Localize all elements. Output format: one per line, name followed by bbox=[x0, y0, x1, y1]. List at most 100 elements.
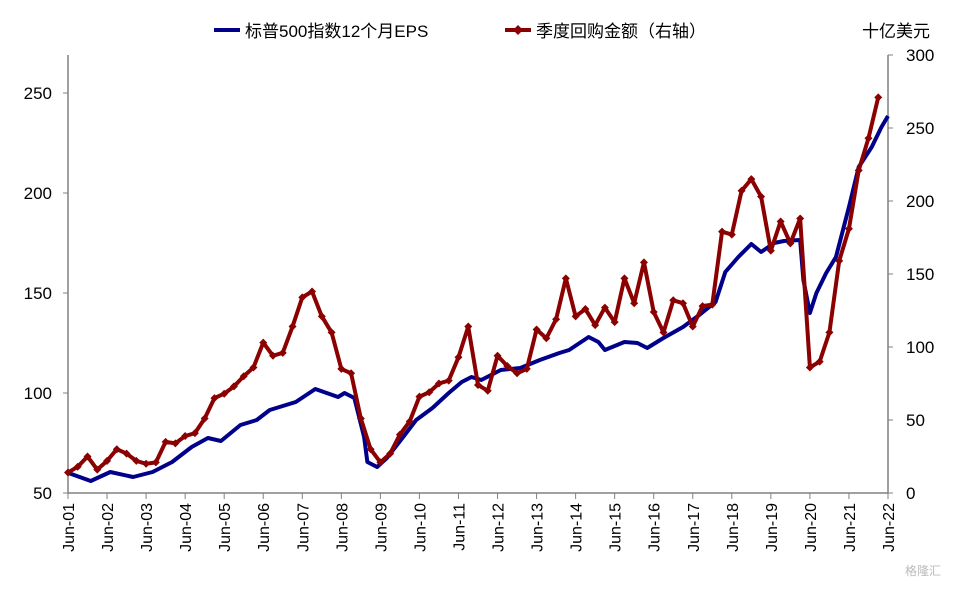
buyback-marker bbox=[493, 351, 502, 360]
buyback-marker bbox=[825, 328, 834, 337]
buyback-marker bbox=[386, 449, 395, 458]
eps-line bbox=[67, 114, 890, 483]
buyback-marker bbox=[542, 334, 551, 343]
buyback-marker bbox=[474, 380, 482, 389]
buyback-marker bbox=[669, 296, 678, 305]
right-tick-label: 150 bbox=[906, 265, 934, 284]
buyback-marker bbox=[200, 414, 209, 423]
x-tick-label: Jun-08 bbox=[334, 503, 351, 552]
buyback-marker bbox=[483, 386, 492, 395]
right-tick-label: 200 bbox=[906, 192, 934, 211]
buyback-marker bbox=[229, 382, 238, 391]
buyback-marker bbox=[269, 351, 277, 360]
buyback-marker bbox=[766, 246, 775, 255]
buyback-marker bbox=[112, 445, 121, 454]
buyback-marker bbox=[727, 230, 736, 239]
right-axis-unit: 十亿美元 bbox=[862, 22, 930, 41]
buyback-marker bbox=[425, 388, 434, 397]
buyback-marker bbox=[561, 274, 570, 283]
buyback-marker bbox=[874, 93, 883, 102]
buyback-marker bbox=[610, 318, 619, 327]
left-tick-label: 50 bbox=[33, 484, 52, 503]
left-tick-label: 200 bbox=[24, 184, 52, 203]
x-tick-label: Jun-16 bbox=[647, 503, 664, 552]
x-tick-label: Jun-02 bbox=[100, 503, 117, 552]
buyback-marker bbox=[298, 293, 307, 302]
x-tick-label: Jun-04 bbox=[178, 503, 195, 552]
buyback-marker bbox=[347, 369, 356, 378]
x-tick-label: Jun-03 bbox=[139, 503, 156, 552]
buyback-marker bbox=[259, 338, 268, 347]
buyback-marker bbox=[581, 305, 590, 314]
buyback-marker bbox=[815, 357, 824, 366]
left-tick-label: 150 bbox=[24, 284, 52, 303]
x-tick-label: Jun-18 bbox=[725, 503, 742, 552]
buyback-marker bbox=[786, 239, 795, 248]
buyback-marker bbox=[337, 364, 346, 373]
buyback-marker bbox=[503, 361, 512, 370]
buyback-marker bbox=[151, 458, 160, 467]
buyback-marker bbox=[288, 322, 297, 331]
legend: 标普500指数12个月EPS 季度回购金额（右轴） bbox=[214, 22, 706, 41]
buyback-marker bbox=[854, 166, 863, 175]
buyback-marker bbox=[591, 321, 600, 330]
right-tick-label: 50 bbox=[906, 411, 925, 430]
buyback-marker bbox=[718, 227, 727, 236]
buyback-marker bbox=[327, 328, 336, 337]
buyback-marker bbox=[464, 322, 473, 331]
buyback-line bbox=[66, 96, 881, 475]
series bbox=[64, 93, 890, 483]
buyback-marker bbox=[649, 307, 658, 316]
x-tick-label: Jun-01 bbox=[61, 503, 78, 552]
buyback-marker bbox=[776, 217, 785, 226]
x-tick-label: Jun-15 bbox=[608, 503, 625, 552]
buyback-marker bbox=[122, 449, 131, 458]
buyback-marker bbox=[600, 303, 609, 312]
buyback-marker bbox=[679, 299, 687, 308]
buyback-marker bbox=[844, 224, 853, 233]
buyback-marker bbox=[132, 456, 141, 465]
legend-buyback-marker bbox=[513, 25, 523, 35]
left-tick-label: 250 bbox=[24, 84, 52, 103]
buyback-marker bbox=[835, 256, 844, 265]
buyback-marker bbox=[747, 175, 756, 184]
buyback-marker bbox=[513, 369, 522, 378]
buyback-marker bbox=[552, 315, 561, 324]
buyback-marker bbox=[571, 312, 580, 321]
buyback-marker bbox=[395, 430, 404, 439]
right-tick-label: 300 bbox=[906, 46, 934, 65]
right-tick-label: 0 bbox=[906, 484, 915, 503]
x-tick-label: Jun-10 bbox=[412, 503, 429, 552]
buyback-marker bbox=[220, 389, 229, 398]
legend-buyback-label: 季度回购金额（右轴） bbox=[536, 22, 706, 41]
buyback-marker bbox=[249, 363, 258, 372]
right-tick-label: 100 bbox=[906, 338, 934, 357]
x-tick-label: Jun-07 bbox=[295, 503, 312, 552]
x-tick-label: Jun-05 bbox=[217, 503, 234, 552]
buyback-marker bbox=[73, 462, 82, 471]
x-tick-label: Jun-06 bbox=[256, 503, 273, 552]
watermark: 格隆汇 bbox=[905, 563, 941, 578]
buyback-marker bbox=[376, 458, 385, 467]
buyback-marker bbox=[708, 300, 717, 309]
buyback-marker bbox=[278, 348, 287, 357]
buyback-marker bbox=[620, 274, 629, 283]
buyback-marker bbox=[190, 429, 199, 438]
buyback-marker bbox=[532, 325, 541, 334]
buyback-marker bbox=[698, 302, 707, 311]
buyback-marker bbox=[83, 452, 92, 461]
buyback-marker bbox=[757, 192, 766, 201]
buyback-marker bbox=[805, 363, 814, 372]
buyback-marker bbox=[796, 214, 805, 223]
buyback-marker bbox=[630, 299, 639, 308]
x-tick-label: Jun-19 bbox=[764, 503, 781, 552]
x-tick-label: Jun-17 bbox=[686, 503, 703, 552]
buyback-marker bbox=[366, 445, 375, 454]
buyback-marker bbox=[317, 312, 326, 321]
x-tick-label: Jun-13 bbox=[530, 503, 547, 552]
buyback-marker bbox=[737, 186, 746, 195]
buyback-marker bbox=[864, 134, 873, 143]
buyback-marker bbox=[64, 468, 72, 477]
buyback-marker bbox=[239, 372, 248, 381]
buyback-marker bbox=[161, 437, 170, 446]
